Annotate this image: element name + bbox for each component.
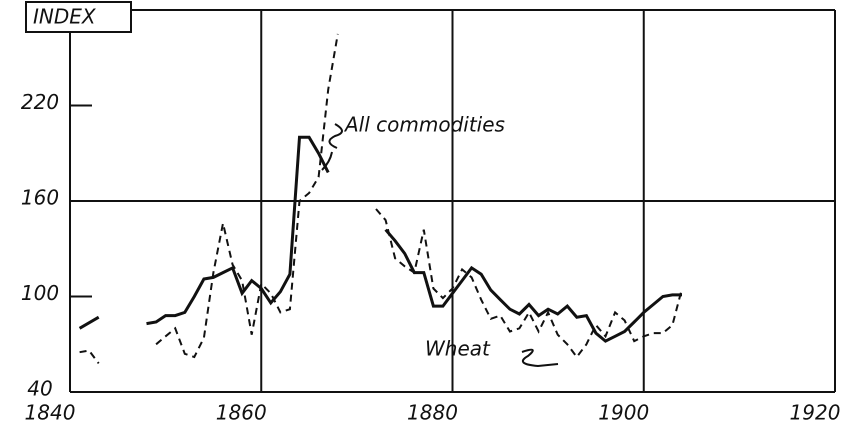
y-axis-label: INDEX — [33, 5, 97, 29]
series-label: All commodities — [343, 113, 505, 137]
y-label-box — [25, 1, 132, 33]
y-tick-label: 100 — [21, 281, 59, 305]
x-tick-label: 1880 — [407, 401, 458, 425]
y-tick-label: 40 — [27, 377, 52, 401]
y-tick-label: 160 — [21, 186, 59, 210]
x-tick-label: 1900 — [598, 401, 649, 425]
x-tick-label: 1920 — [790, 401, 841, 425]
series-label: Wheat — [425, 337, 491, 361]
connector — [321, 123, 343, 171]
x-tick-label: 1840 — [25, 401, 76, 425]
connector — [521, 348, 559, 368]
x-tick-label: 1860 — [216, 401, 267, 425]
series-line — [78, 135, 682, 343]
y-tick-label: 220 — [21, 90, 59, 114]
series-line — [79, 33, 683, 364]
